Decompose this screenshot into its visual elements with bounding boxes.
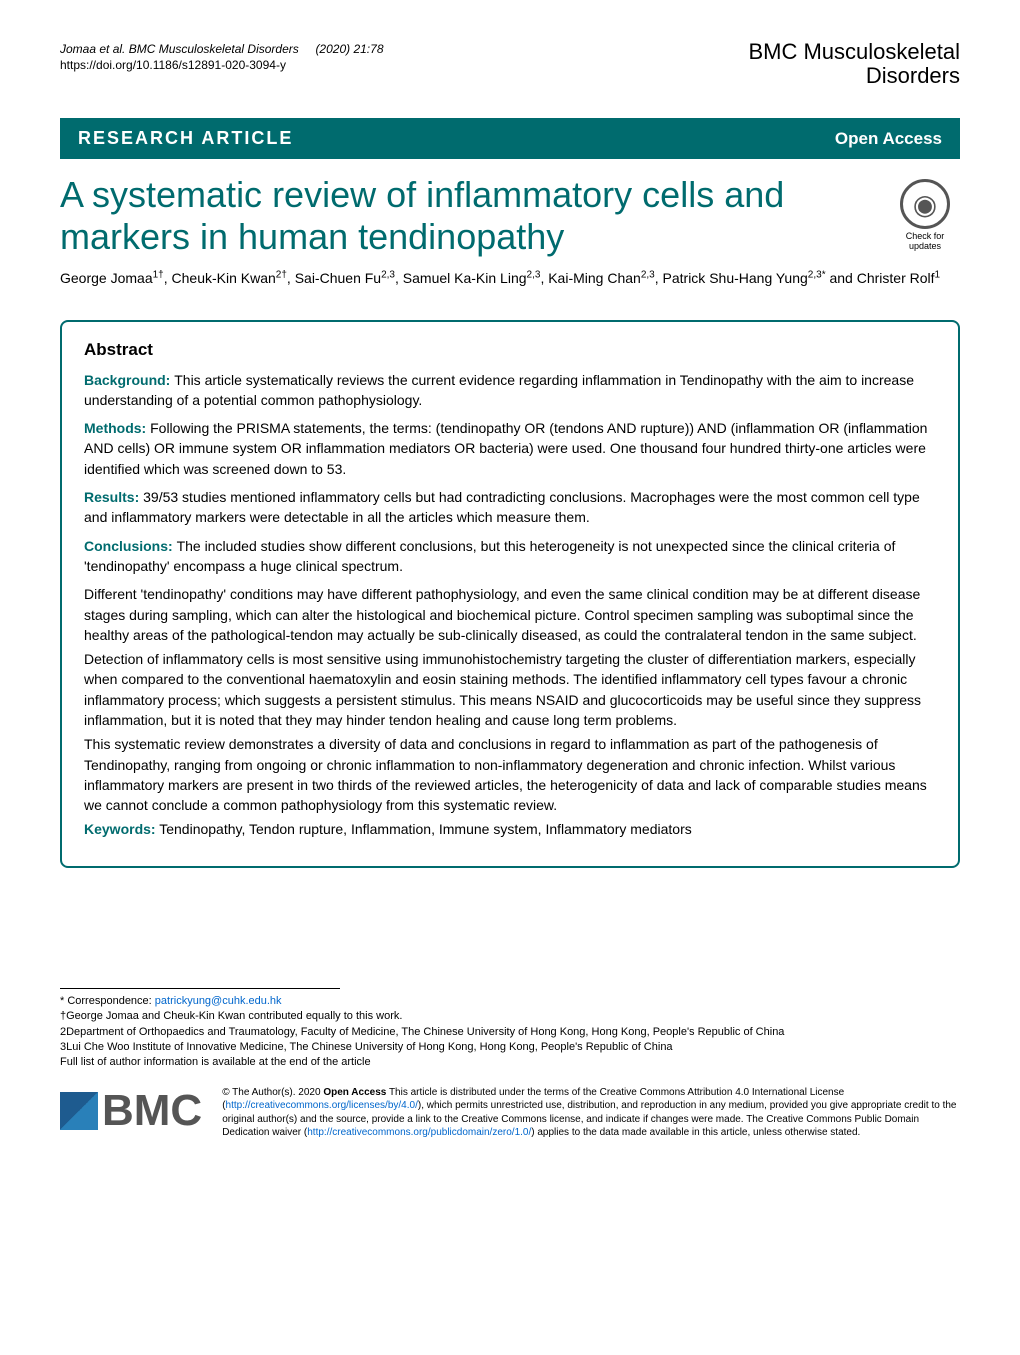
open-access-label: Open Access [835,129,942,149]
abstract-section-label: Conclusions: [84,538,177,554]
citation-line: Jomaa et al. BMC Musculoskeletal Disorde… [60,40,384,58]
abstract-section-text: The included studies show different conc… [84,538,895,574]
journal-name-line2: Disorders [748,64,960,88]
abstract-heading: Abstract [84,340,936,360]
full-author-list-note: Full list of author information is avail… [60,1056,371,1068]
abstract-paragraph: Different 'tendinopathy' conditions may … [84,584,936,645]
cc-by-link[interactable]: http://creativecommons.org/licenses/by/4… [226,1100,418,1111]
abstract-section-label: Background: [84,372,174,388]
abstract-box: Abstract Background: This article system… [60,320,960,868]
crossmark-text: Check for updates [890,232,960,252]
abstract-section-text: This article systematically reviews the … [84,372,914,408]
abstract-paragraph: This systematic review demonstrates a di… [84,734,936,815]
footer-divider [60,988,340,989]
doi-link[interactable]: https://doi.org/10.1186/s12891-020-3094-… [60,58,384,72]
crossmark-badge[interactable]: ◉ Check for updates [890,179,960,252]
journal-logo: BMC Musculoskeletal Disorders [748,40,960,88]
journal-name-line1: BMC Musculoskeletal [748,40,960,64]
abstract-section: Methods: Following the PRISMA statements… [84,418,936,479]
correspondence-block: * Correspondence: patrickyung@cuhk.edu.h… [60,994,960,1071]
keywords-text: Tendinopathy, Tendon rupture, Inflammati… [159,821,692,837]
keywords-row: Keywords: Tendinopathy, Tendon rupture, … [84,819,936,839]
publisher-logo-text: BMC [102,1086,202,1136]
article-type-label: RESEARCH ARTICLE [78,128,293,149]
correspondence-label: * Correspondence: [60,995,152,1007]
cc0-link[interactable]: http://creativecommons.org/publicdomain/… [307,1127,531,1138]
bmc-square-icon [60,1092,98,1130]
article-type-bar: RESEARCH ARTICLE Open Access [60,118,960,159]
article-title: A systematic review of inflammatory cell… [60,174,870,257]
abstract-section-text: Following the PRISMA statements, the ter… [84,420,927,477]
abstract-section-label: Results: [84,489,143,505]
license-row: BMC © The Author(s). 2020 Open Access Th… [60,1086,960,1140]
license-text: © The Author(s). 2020 Open Access This a… [222,1086,960,1140]
citation-authors-journal: Jomaa et al. BMC Musculoskeletal Disorde… [60,42,299,56]
keywords-label: Keywords: [84,821,156,837]
abstract-section: Conclusions: The included studies show d… [84,536,936,577]
author-list: George Jomaa1†, Cheuk-Kin Kwan2†, Sai-Ch… [60,267,960,289]
page-header: Jomaa et al. BMC Musculoskeletal Disorde… [60,40,960,88]
citation-block: Jomaa et al. BMC Musculoskeletal Disorde… [60,40,384,72]
equal-contribution-note: †George Jomaa and Cheuk-Kin Kwan contrib… [60,1010,402,1022]
crossmark-icon: ◉ [900,179,950,229]
correspondence-email[interactable]: patrickyung@cuhk.edu.hk [155,995,282,1007]
title-row: A systematic review of inflammatory cell… [60,174,960,257]
publisher-logo: BMC [60,1086,202,1136]
abstract-paragraph: Detection of inflammatory cells is most … [84,649,936,730]
citation-issue: (2020) 21:78 [315,42,383,56]
abstract-section: Results: 39/53 studies mentioned inflamm… [84,487,936,528]
affiliation-3: 3Lui Che Woo Institute of Innovative Med… [60,1041,673,1053]
affiliation-2: 2Department of Orthopaedics and Traumato… [60,1026,784,1038]
abstract-section-text: 39/53 studies mentioned inflammatory cel… [84,489,920,525]
abstract-section-label: Methods: [84,420,150,436]
abstract-section: Background: This article systematically … [84,370,936,411]
article-page: Jomaa et al. BMC Musculoskeletal Disorde… [0,0,1020,1170]
